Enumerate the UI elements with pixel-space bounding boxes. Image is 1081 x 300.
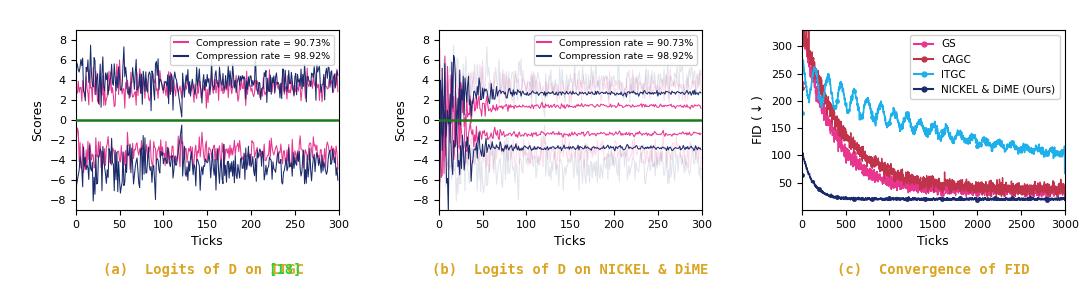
Y-axis label: Scores: Scores: [31, 99, 44, 141]
Legend: Compression rate = 90.73%, Compression rate = 98.92%: Compression rate = 90.73%, Compression r…: [534, 35, 697, 65]
Text: (c)  Convergence of FID: (c) Convergence of FID: [837, 263, 1029, 277]
X-axis label: Ticks: Ticks: [555, 235, 586, 248]
Y-axis label: FID ($\downarrow$): FID ($\downarrow$): [750, 95, 765, 145]
Y-axis label: Scores: Scores: [393, 99, 406, 141]
Text: [18]: [18]: [268, 263, 302, 277]
Text: (a)  Logits of D on ITGC: (a) Logits of D on ITGC: [103, 263, 312, 277]
X-axis label: Ticks: Ticks: [191, 235, 223, 248]
Text: (b)  Logits of D on NICKEL & DiME: (b) Logits of D on NICKEL & DiME: [432, 263, 708, 277]
X-axis label: Ticks: Ticks: [918, 235, 949, 248]
Legend: GS, CAGC, ITGC, NICKEL & DiME (Ours): GS, CAGC, ITGC, NICKEL & DiME (Ours): [910, 35, 1059, 99]
Legend: Compression rate = 90.73%, Compression rate = 98.92%: Compression rate = 90.73%, Compression r…: [171, 35, 334, 65]
